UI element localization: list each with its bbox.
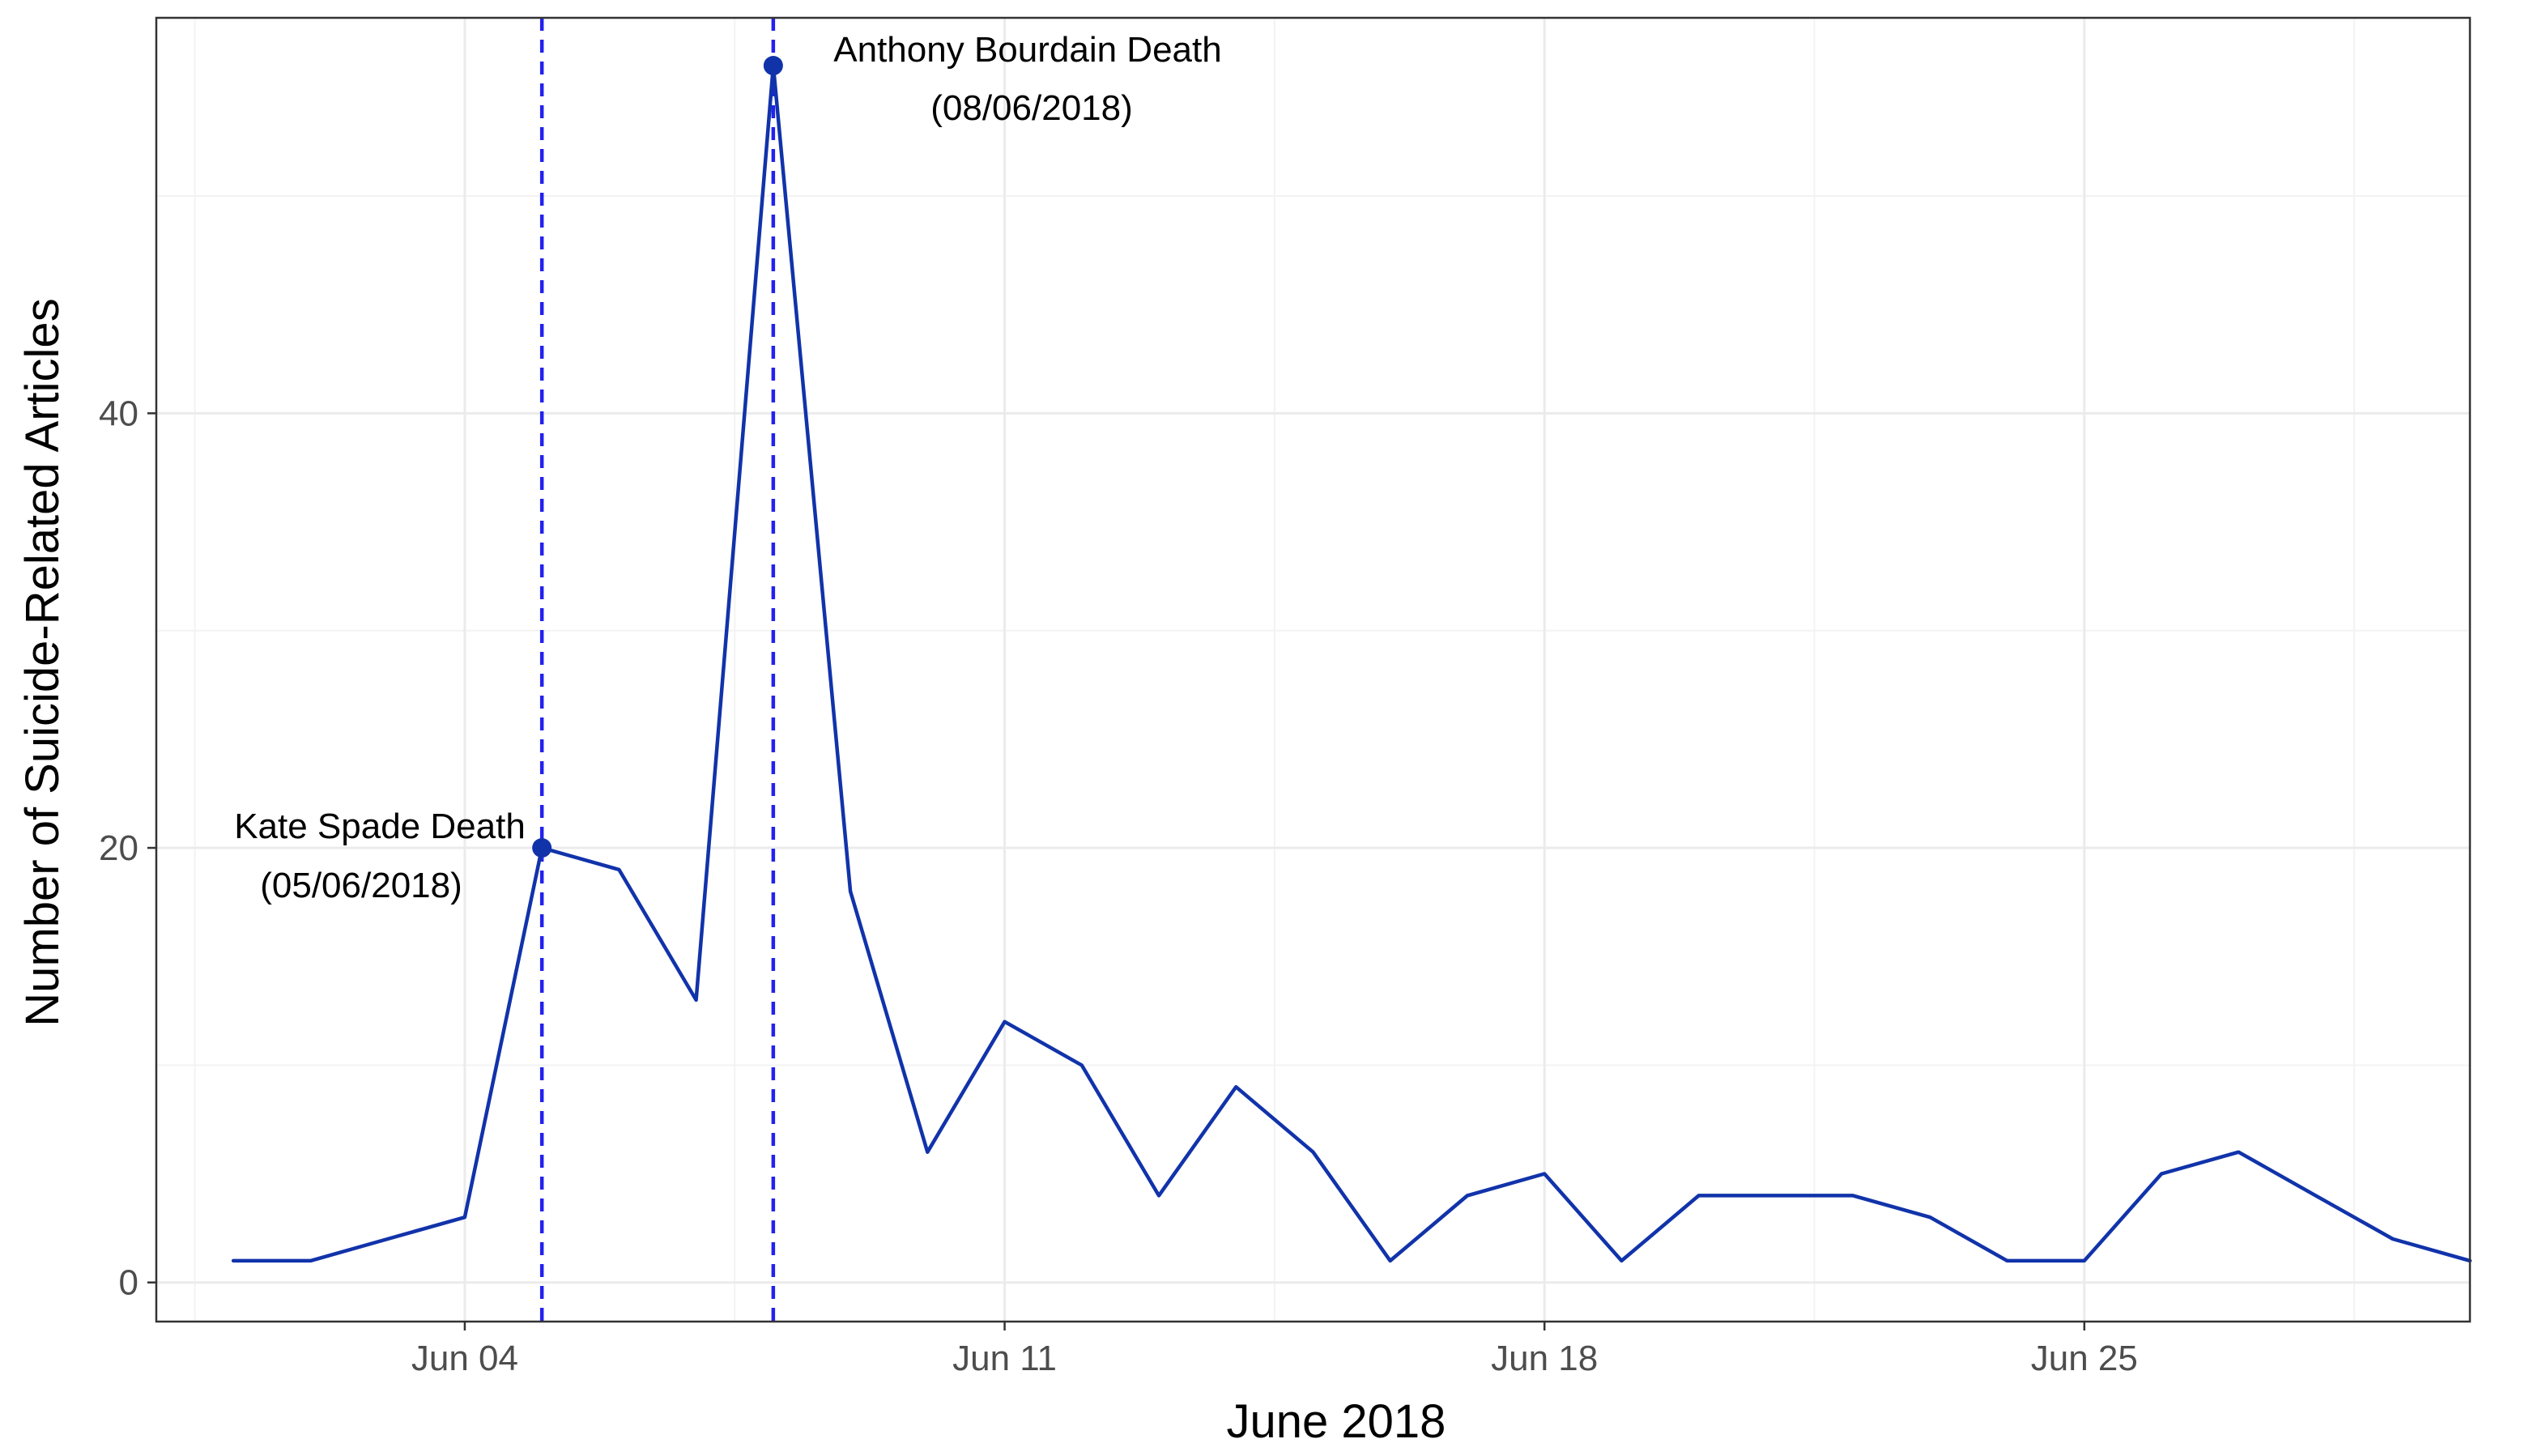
event-label-line2: (05/06/2018): [260, 866, 462, 905]
x-tick-label: Jun 04: [411, 1339, 518, 1378]
x-tick-label: Jun 25: [2031, 1339, 2138, 1378]
event-lines: [539, 18, 776, 1322]
y-axis-title: Number of Suicide-Related Articles: [16, 298, 69, 1026]
grid: [156, 18, 2470, 1322]
panel-border: [155, 16, 2472, 1323]
y-tick-label: 20: [99, 828, 138, 868]
y-tick-label: 0: [119, 1263, 138, 1303]
y-tick-label: 40: [99, 394, 138, 433]
event-point: [763, 56, 783, 76]
x-axis: Jun 04 Jun 11 Jun 18 Jun 25: [411, 1322, 2138, 1378]
x-tick-label: Jun 11: [952, 1339, 1057, 1378]
y-axis: 0 20 40: [99, 394, 156, 1303]
event-label-line1: Anthony Bourdain Death: [833, 30, 1221, 70]
x-axis-title: June 2018: [1227, 1395, 1446, 1448]
event-label-line2: (08/06/2018): [930, 88, 1133, 128]
series-line: [231, 63, 2472, 1263]
event-points: [532, 56, 783, 858]
event-label-line1: Kate Spade Death: [234, 807, 526, 846]
event-point: [532, 838, 552, 858]
x-tick-label: Jun 18: [1491, 1339, 1598, 1378]
